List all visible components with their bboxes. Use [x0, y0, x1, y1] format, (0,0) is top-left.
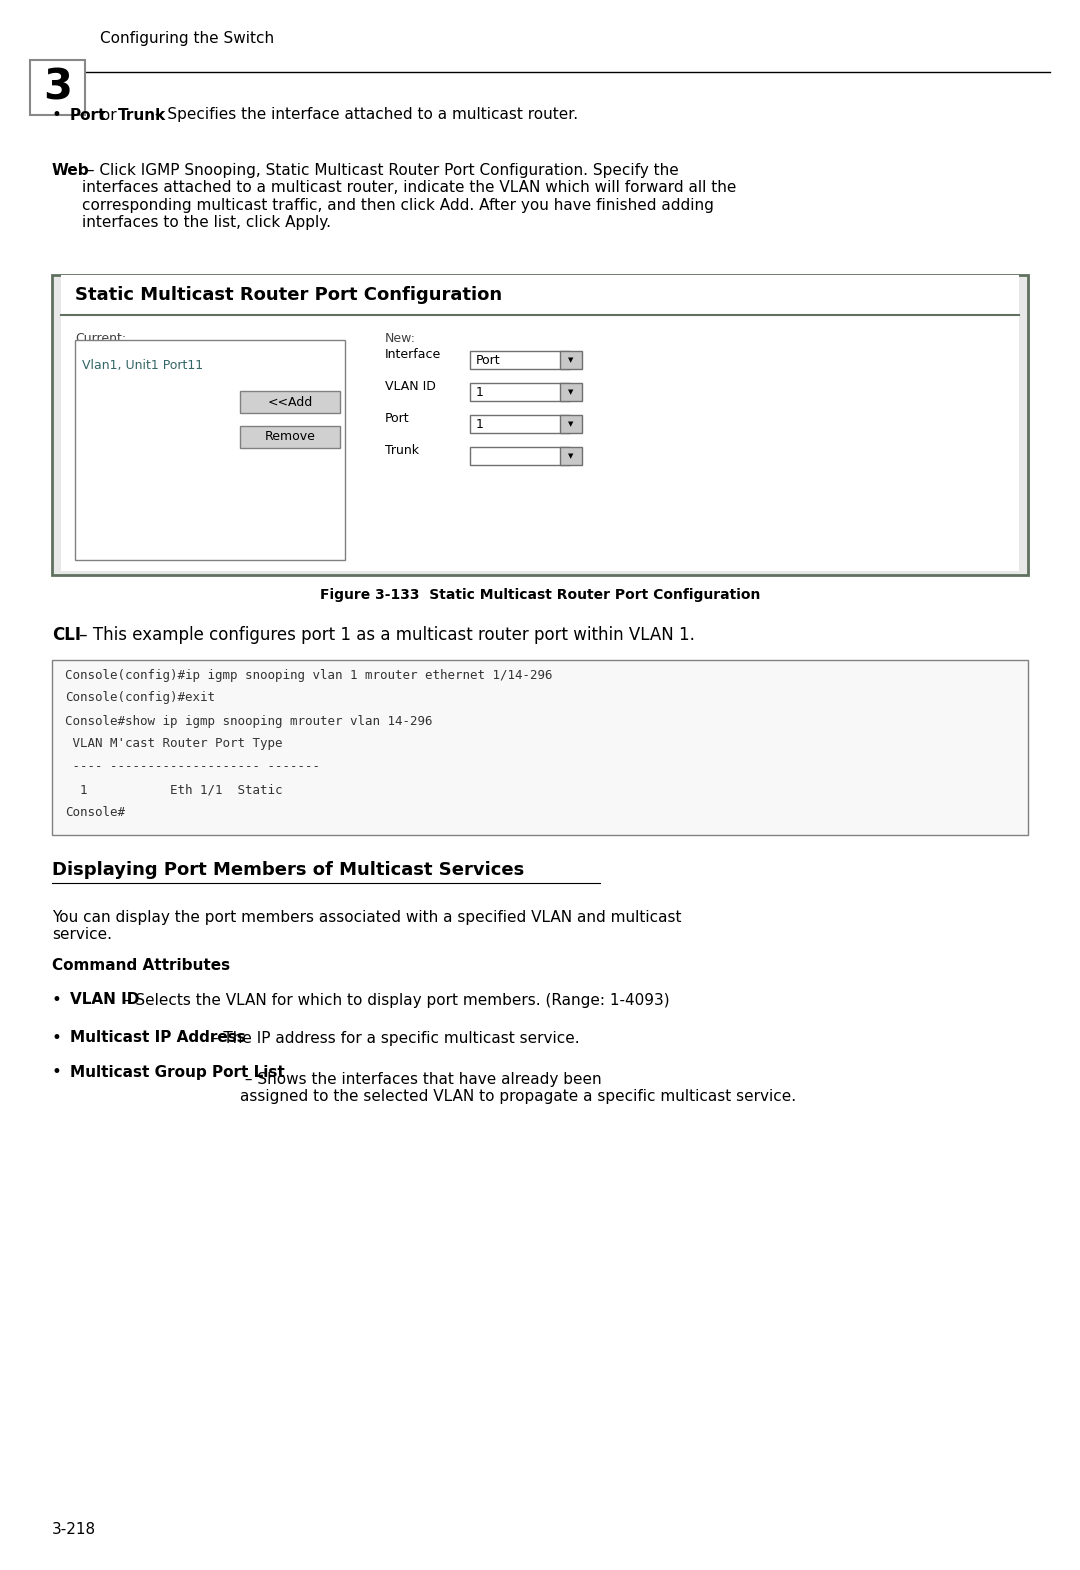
Text: Static Multicast Router Port Configuration: Static Multicast Router Port Configurati… — [75, 286, 502, 305]
Text: •: • — [52, 991, 62, 1010]
Text: 1           Eth 1/1  Static: 1 Eth 1/1 Static — [65, 783, 283, 796]
Text: VLAN M'cast Router Port Type: VLAN M'cast Router Port Type — [65, 738, 283, 750]
FancyBboxPatch shape — [561, 352, 582, 369]
Text: 3: 3 — [43, 66, 72, 108]
Text: New:: New: — [384, 331, 416, 344]
Text: VLAN ID: VLAN ID — [70, 992, 139, 1008]
Text: or: or — [96, 107, 121, 122]
FancyBboxPatch shape — [470, 414, 570, 433]
Text: Web: Web — [52, 163, 90, 177]
FancyBboxPatch shape — [60, 275, 1020, 308]
Text: Figure 3-133  Static Multicast Router Port Configuration: Figure 3-133 Static Multicast Router Por… — [320, 589, 760, 601]
FancyBboxPatch shape — [52, 275, 1028, 575]
Text: Command Attributes: Command Attributes — [52, 958, 230, 972]
Text: CLI: CLI — [52, 626, 81, 644]
FancyBboxPatch shape — [52, 659, 1028, 835]
Text: Interface: Interface — [384, 349, 442, 361]
Text: <<Add: <<Add — [268, 396, 312, 408]
Text: Console#show ip igmp snooping mrouter vlan 14-296: Console#show ip igmp snooping mrouter vl… — [65, 714, 432, 727]
FancyBboxPatch shape — [561, 414, 582, 433]
Text: You can display the port members associated with a specified VLAN and multicast
: You can display the port members associa… — [52, 911, 681, 942]
Text: VLAN ID: VLAN ID — [384, 380, 436, 394]
Text: 1: 1 — [476, 386, 484, 399]
FancyBboxPatch shape — [30, 60, 85, 115]
Text: Displaying Port Members of Multicast Services: Displaying Port Members of Multicast Ser… — [52, 860, 524, 879]
Text: Remove: Remove — [265, 430, 315, 443]
Text: Configuring the Switch: Configuring the Switch — [100, 30, 274, 46]
Text: – Selects the VLAN for which to display port members. (Range: 1-4093): – Selects the VLAN for which to display … — [118, 992, 670, 1008]
Text: Port: Port — [70, 107, 106, 122]
FancyBboxPatch shape — [470, 447, 570, 465]
Text: ---- -------------------- -------: ---- -------------------- ------- — [65, 760, 320, 774]
Text: 3-218: 3-218 — [52, 1523, 96, 1537]
FancyBboxPatch shape — [240, 425, 340, 447]
Text: – Specifies the interface attached to a multicast router.: – Specifies the interface attached to a … — [150, 107, 579, 122]
Text: 1: 1 — [476, 418, 484, 430]
Text: •: • — [52, 1063, 62, 1082]
FancyBboxPatch shape — [561, 383, 582, 400]
Text: – Shows the interfaces that have already been
assigned to the selected VLAN to p: – Shows the interfaces that have already… — [240, 1072, 796, 1104]
FancyBboxPatch shape — [60, 287, 1020, 571]
FancyBboxPatch shape — [470, 383, 570, 400]
Text: – This example configures port 1 as a multicast router port within VLAN 1.: – This example configures port 1 as a mu… — [75, 626, 694, 644]
Text: Multicast IP Address: Multicast IP Address — [70, 1030, 246, 1046]
Text: – Click IGMP Snooping, Static Multicast Router Port Configuration. Specify the
i: – Click IGMP Snooping, Static Multicast … — [82, 163, 737, 231]
FancyBboxPatch shape — [75, 341, 345, 560]
FancyBboxPatch shape — [561, 447, 582, 465]
Text: Console#: Console# — [65, 807, 125, 820]
Text: •: • — [52, 107, 62, 124]
Text: Trunk: Trunk — [118, 107, 166, 122]
Text: Console(config)#ip igmp snooping vlan 1 mrouter ethernet 1/14-296: Console(config)#ip igmp snooping vlan 1 … — [65, 669, 553, 681]
Text: ▼: ▼ — [568, 454, 573, 458]
Text: Vlan1, Unit1 Port11: Vlan1, Unit1 Port11 — [82, 358, 203, 372]
Text: – The IP address for a specific multicast service.: – The IP address for a specific multicas… — [206, 1030, 580, 1046]
Text: Port: Port — [384, 413, 409, 425]
Text: Current:: Current: — [75, 331, 126, 344]
Text: Multicast Group Port List: Multicast Group Port List — [70, 1064, 285, 1080]
Text: Port: Port — [476, 353, 501, 366]
FancyBboxPatch shape — [470, 352, 570, 369]
Text: Console(config)#exit: Console(config)#exit — [65, 691, 215, 705]
FancyBboxPatch shape — [240, 391, 340, 413]
Text: ▼: ▼ — [568, 356, 573, 363]
Text: ▼: ▼ — [568, 421, 573, 427]
Text: ▼: ▼ — [568, 389, 573, 396]
Text: Trunk: Trunk — [384, 444, 419, 457]
Text: •: • — [52, 1028, 62, 1047]
